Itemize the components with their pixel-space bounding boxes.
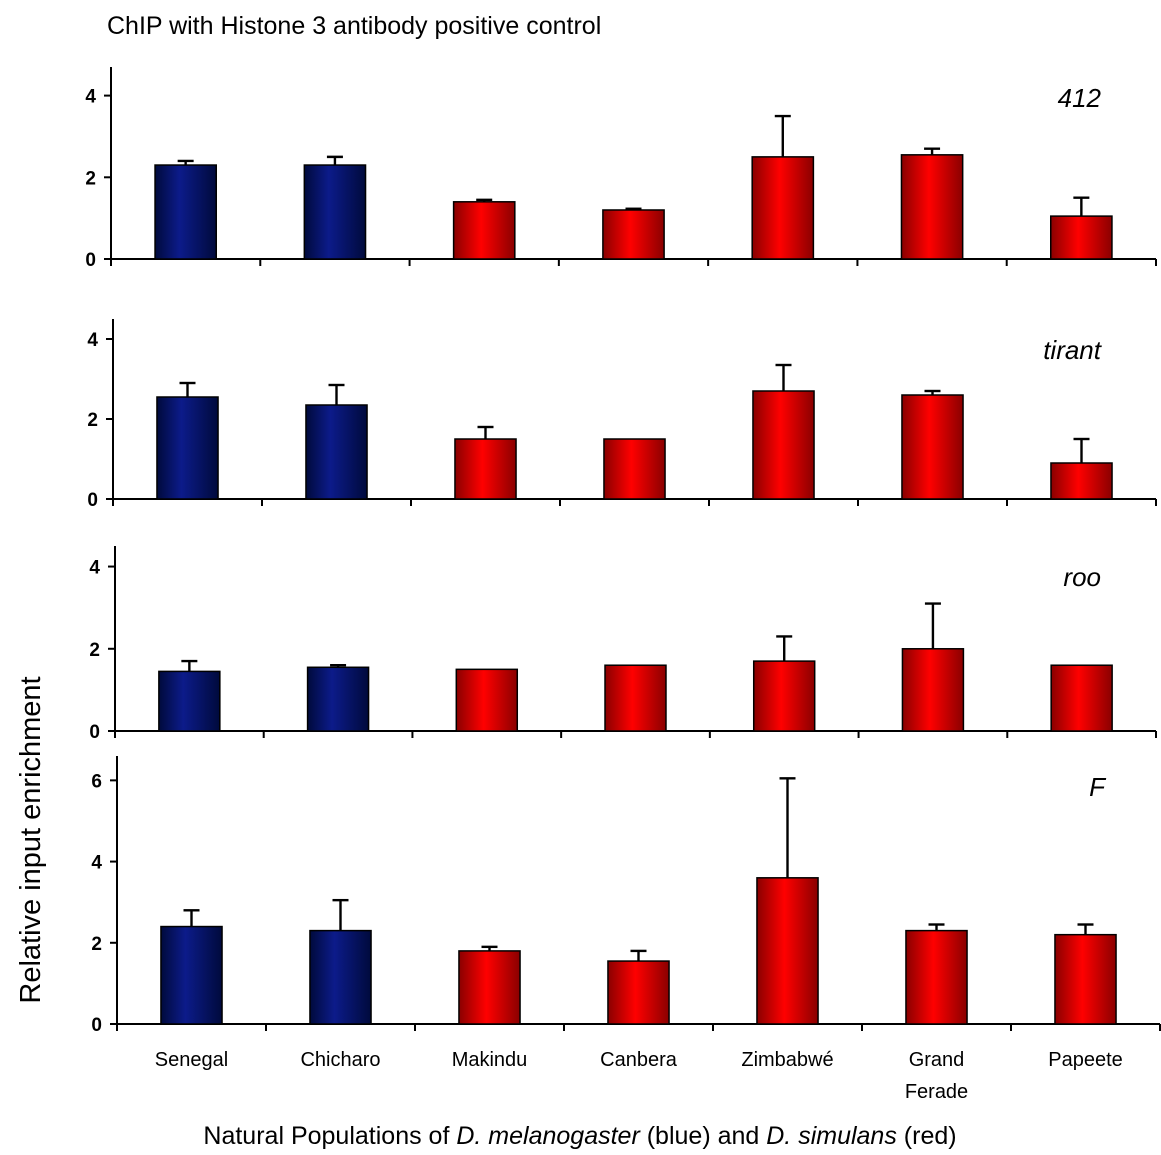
y-tick-label: 2 — [85, 168, 96, 189]
bar-412-0 — [154, 164, 217, 260]
y-tick-label: 4 — [91, 853, 102, 874]
bar-tirant-0 — [156, 396, 219, 500]
y-tick-label: 0 — [89, 722, 100, 743]
bar-roo-4 — [752, 660, 816, 732]
y-tick-label: 0 — [85, 250, 96, 271]
bar-tirant-6 — [1050, 462, 1113, 500]
chart-panels: 0 2 4 412 0 2 4 tirant 0 2 4 roo 0 2 4 6 F Senegal Chichar… — [85, 67, 1161, 1103]
bar-F-5 — [905, 929, 968, 1025]
panel-label-tirant: tirant — [1043, 335, 1103, 365]
x-axis-label-prefix: Natural Populations of — [203, 1122, 456, 1150]
x-axis-label-middle: (blue) and — [640, 1122, 766, 1150]
bar-412-5 — [900, 154, 964, 260]
bar-F-6 — [1054, 933, 1117, 1025]
category-label: Makindu — [452, 1049, 528, 1071]
bar-tirant-3 — [603, 438, 666, 500]
x-axis-label-species-1: D. melanogaster — [456, 1122, 641, 1150]
bar-F-4 — [756, 877, 819, 1025]
y-tick-label: 2 — [89, 640, 100, 661]
chart-title: ChIP with Histone 3 antibody positive co… — [107, 12, 601, 40]
y-tick-label: 6 — [91, 771, 102, 792]
y-tick-label: 2 — [87, 410, 98, 431]
panel-roo: 0 2 4 roo — [89, 546, 1157, 743]
y-tick-label: 0 — [87, 490, 98, 511]
category-label: Chicharo — [300, 1049, 380, 1071]
category-label: Zimbabwé — [741, 1049, 833, 1071]
bar-tirant-1 — [305, 404, 368, 500]
bar-tirant-2 — [454, 438, 517, 500]
panel-tirant: 0 2 4 tirant — [87, 319, 1157, 511]
panel-412: 0 2 4 412 — [85, 67, 1157, 271]
y-tick-label: 0 — [91, 1015, 102, 1036]
panel-label-roo: roo — [1063, 562, 1101, 592]
category-label: Papeete — [1048, 1049, 1123, 1071]
x-axis-label: Natural Populations of D. melanogaster (… — [203, 1122, 956, 1150]
x-axis-label-suffix: (red) — [897, 1122, 957, 1150]
y-tick-label: 4 — [85, 87, 96, 108]
y-axis-label: Relative input enrichment — [15, 676, 47, 1003]
category-label-line2: Ferade — [905, 1081, 968, 1103]
bar-roo-3 — [604, 664, 667, 732]
bar-412-6 — [1050, 215, 1113, 260]
bar-roo-2 — [455, 668, 519, 732]
bar-412-3 — [602, 209, 665, 260]
bar-roo-5 — [901, 648, 965, 732]
y-tick-label: 4 — [87, 330, 98, 351]
bar-F-2 — [458, 950, 521, 1025]
y-tick-label: 2 — [91, 934, 102, 955]
category-label: Canbera — [600, 1049, 678, 1071]
category-label: Grand — [909, 1049, 965, 1071]
bar-F-3 — [607, 960, 670, 1025]
bar-roo-6 — [1050, 664, 1113, 732]
panel-label-F: F — [1089, 772, 1107, 802]
panel-label-412: 412 — [1058, 83, 1102, 113]
bar-412-4 — [751, 156, 815, 260]
bar-tirant-5 — [901, 394, 964, 500]
bar-roo-0 — [158, 670, 221, 732]
y-tick-label: 4 — [89, 558, 100, 579]
category-label: Senegal — [155, 1049, 228, 1071]
bar-412-1 — [303, 164, 367, 260]
x-axis-label-species-2: D. simulans — [766, 1122, 897, 1150]
bar-412-2 — [452, 201, 516, 260]
bar-F-0 — [160, 925, 223, 1025]
bar-roo-1 — [306, 666, 370, 732]
panel-F: 0 2 4 6 F Senegal Chicharo Makindu Canbera Zimbab… — [91, 756, 1161, 1103]
bar-tirant-4 — [752, 390, 815, 500]
bar-F-1 — [309, 929, 372, 1025]
